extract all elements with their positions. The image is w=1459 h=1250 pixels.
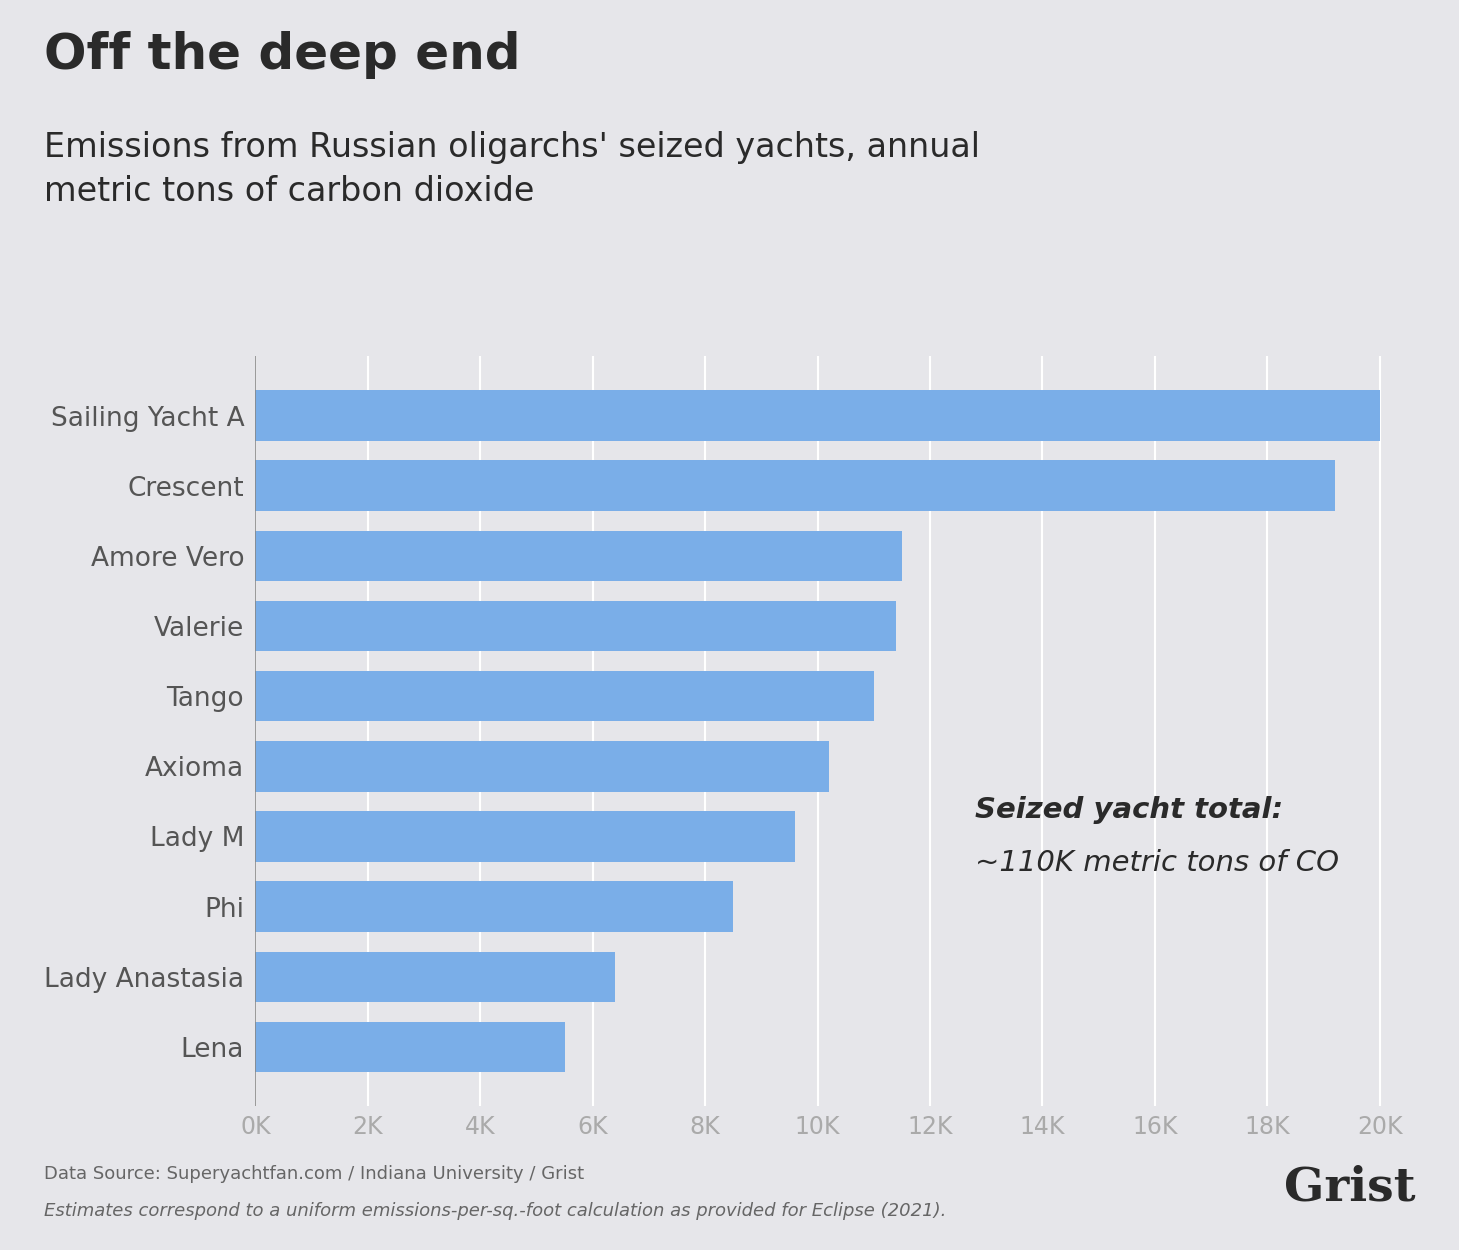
Text: Estimates correspond to a uniform emissions-per-sq.-foot calculation as provided: Estimates correspond to a uniform emissi… <box>44 1202 945 1220</box>
Bar <box>255 601 896 651</box>
Bar <box>255 671 874 721</box>
Bar <box>255 951 616 1002</box>
Text: ~110K metric tons of CO: ~110K metric tons of CO <box>975 849 1339 878</box>
Bar <box>255 881 734 931</box>
Text: Data Source: Superyachtfan.com / Indiana University / Grist: Data Source: Superyachtfan.com / Indiana… <box>44 1165 584 1182</box>
Bar <box>255 531 902 581</box>
Bar <box>255 460 1335 511</box>
Text: Emissions from Russian oligarchs' seized yachts, annual
metric tons of carbon di: Emissions from Russian oligarchs' seized… <box>44 131 980 208</box>
Text: Off the deep end: Off the deep end <box>44 31 521 79</box>
Text: Seized yacht total:: Seized yacht total: <box>975 796 1282 824</box>
Bar <box>255 1021 565 1072</box>
Bar <box>255 741 829 791</box>
Bar <box>255 390 1380 441</box>
Bar <box>255 811 795 861</box>
Text: Grist: Grist <box>1284 1165 1415 1210</box>
